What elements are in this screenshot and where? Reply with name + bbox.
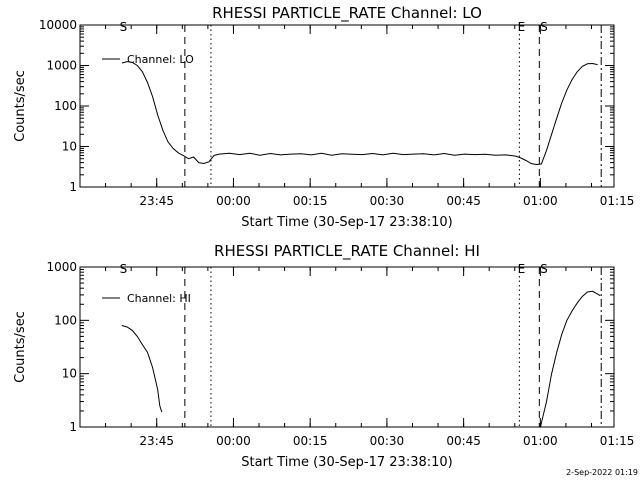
- x-tick-label: 00:45: [446, 434, 481, 448]
- event-marker: E: [518, 20, 526, 34]
- x-tick-label: 23:45: [139, 434, 174, 448]
- x-tick-label: 01:15: [600, 194, 635, 208]
- y-tick-label: 1000: [46, 59, 77, 73]
- series-line: [121, 325, 163, 413]
- y-axis-label: Counts/sec: [13, 311, 28, 383]
- y-tick-label: 1: [69, 420, 77, 434]
- legend-entry: Channel: LO: [127, 53, 194, 66]
- x-tick-label: 01:00: [523, 194, 558, 208]
- event-marker: S: [120, 20, 128, 34]
- series-line: [540, 290, 601, 427]
- y-tick-label: 10: [62, 367, 77, 381]
- series-line: [121, 61, 598, 166]
- y-tick-label: 100: [54, 313, 77, 327]
- x-axis-label: Start Time (30-Sep-17 23:38:10): [241, 455, 452, 470]
- x-tick-label: 00:45: [446, 194, 481, 208]
- y-tick-label: 10000: [39, 18, 77, 32]
- x-tick-label: 00:00: [216, 434, 251, 448]
- y-tick-label: 1000: [46, 260, 77, 274]
- x-tick-label: 23:45: [139, 194, 174, 208]
- x-axis-label: Start Time (30-Sep-17 23:38:10): [241, 215, 452, 230]
- event-marker: S: [120, 262, 128, 276]
- x-tick-label: 00:15: [293, 194, 328, 208]
- panel-hi: RHESSI PARTICLE_RATE Channel: HI 23:45 00:…: [13, 242, 634, 470]
- y-tick-label: 10: [62, 140, 77, 154]
- chart-title: RHESSI PARTICLE_RATE Channel: HI: [214, 242, 480, 261]
- panel-lo: RHESSI PARTICLE_RATE Channel: LO 23:45 00:…: [13, 4, 634, 230]
- x-tick-label: 00:15: [293, 434, 328, 448]
- x-tick-label: 01:15: [600, 434, 635, 448]
- x-tick-label: 00:30: [370, 434, 405, 448]
- legend-entry: Channel: HI: [127, 292, 191, 305]
- y-tick-label: 1: [69, 180, 77, 194]
- y-axis-label: Counts/sec: [13, 70, 28, 142]
- plot-frame: [79, 266, 615, 428]
- x-tick-label: 00:30: [370, 194, 405, 208]
- chart-title: RHESSI PARTICLE_RATE Channel: LO: [212, 4, 482, 23]
- event-marker: E: [518, 262, 526, 276]
- footer-timestamp: 2-Sep-2022 01:19: [566, 468, 638, 477]
- event-marker: S: [540, 20, 548, 34]
- plot-frame: [79, 24, 615, 188]
- x-tick-label: 01:00: [523, 434, 558, 448]
- y-tick-label: 100: [54, 99, 77, 113]
- event-marker: S: [540, 262, 548, 276]
- x-tick-label: 00:00: [216, 194, 251, 208]
